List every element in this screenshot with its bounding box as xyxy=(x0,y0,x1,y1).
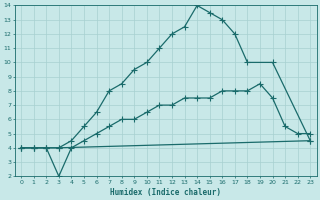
X-axis label: Humidex (Indice chaleur): Humidex (Indice chaleur) xyxy=(110,188,221,197)
